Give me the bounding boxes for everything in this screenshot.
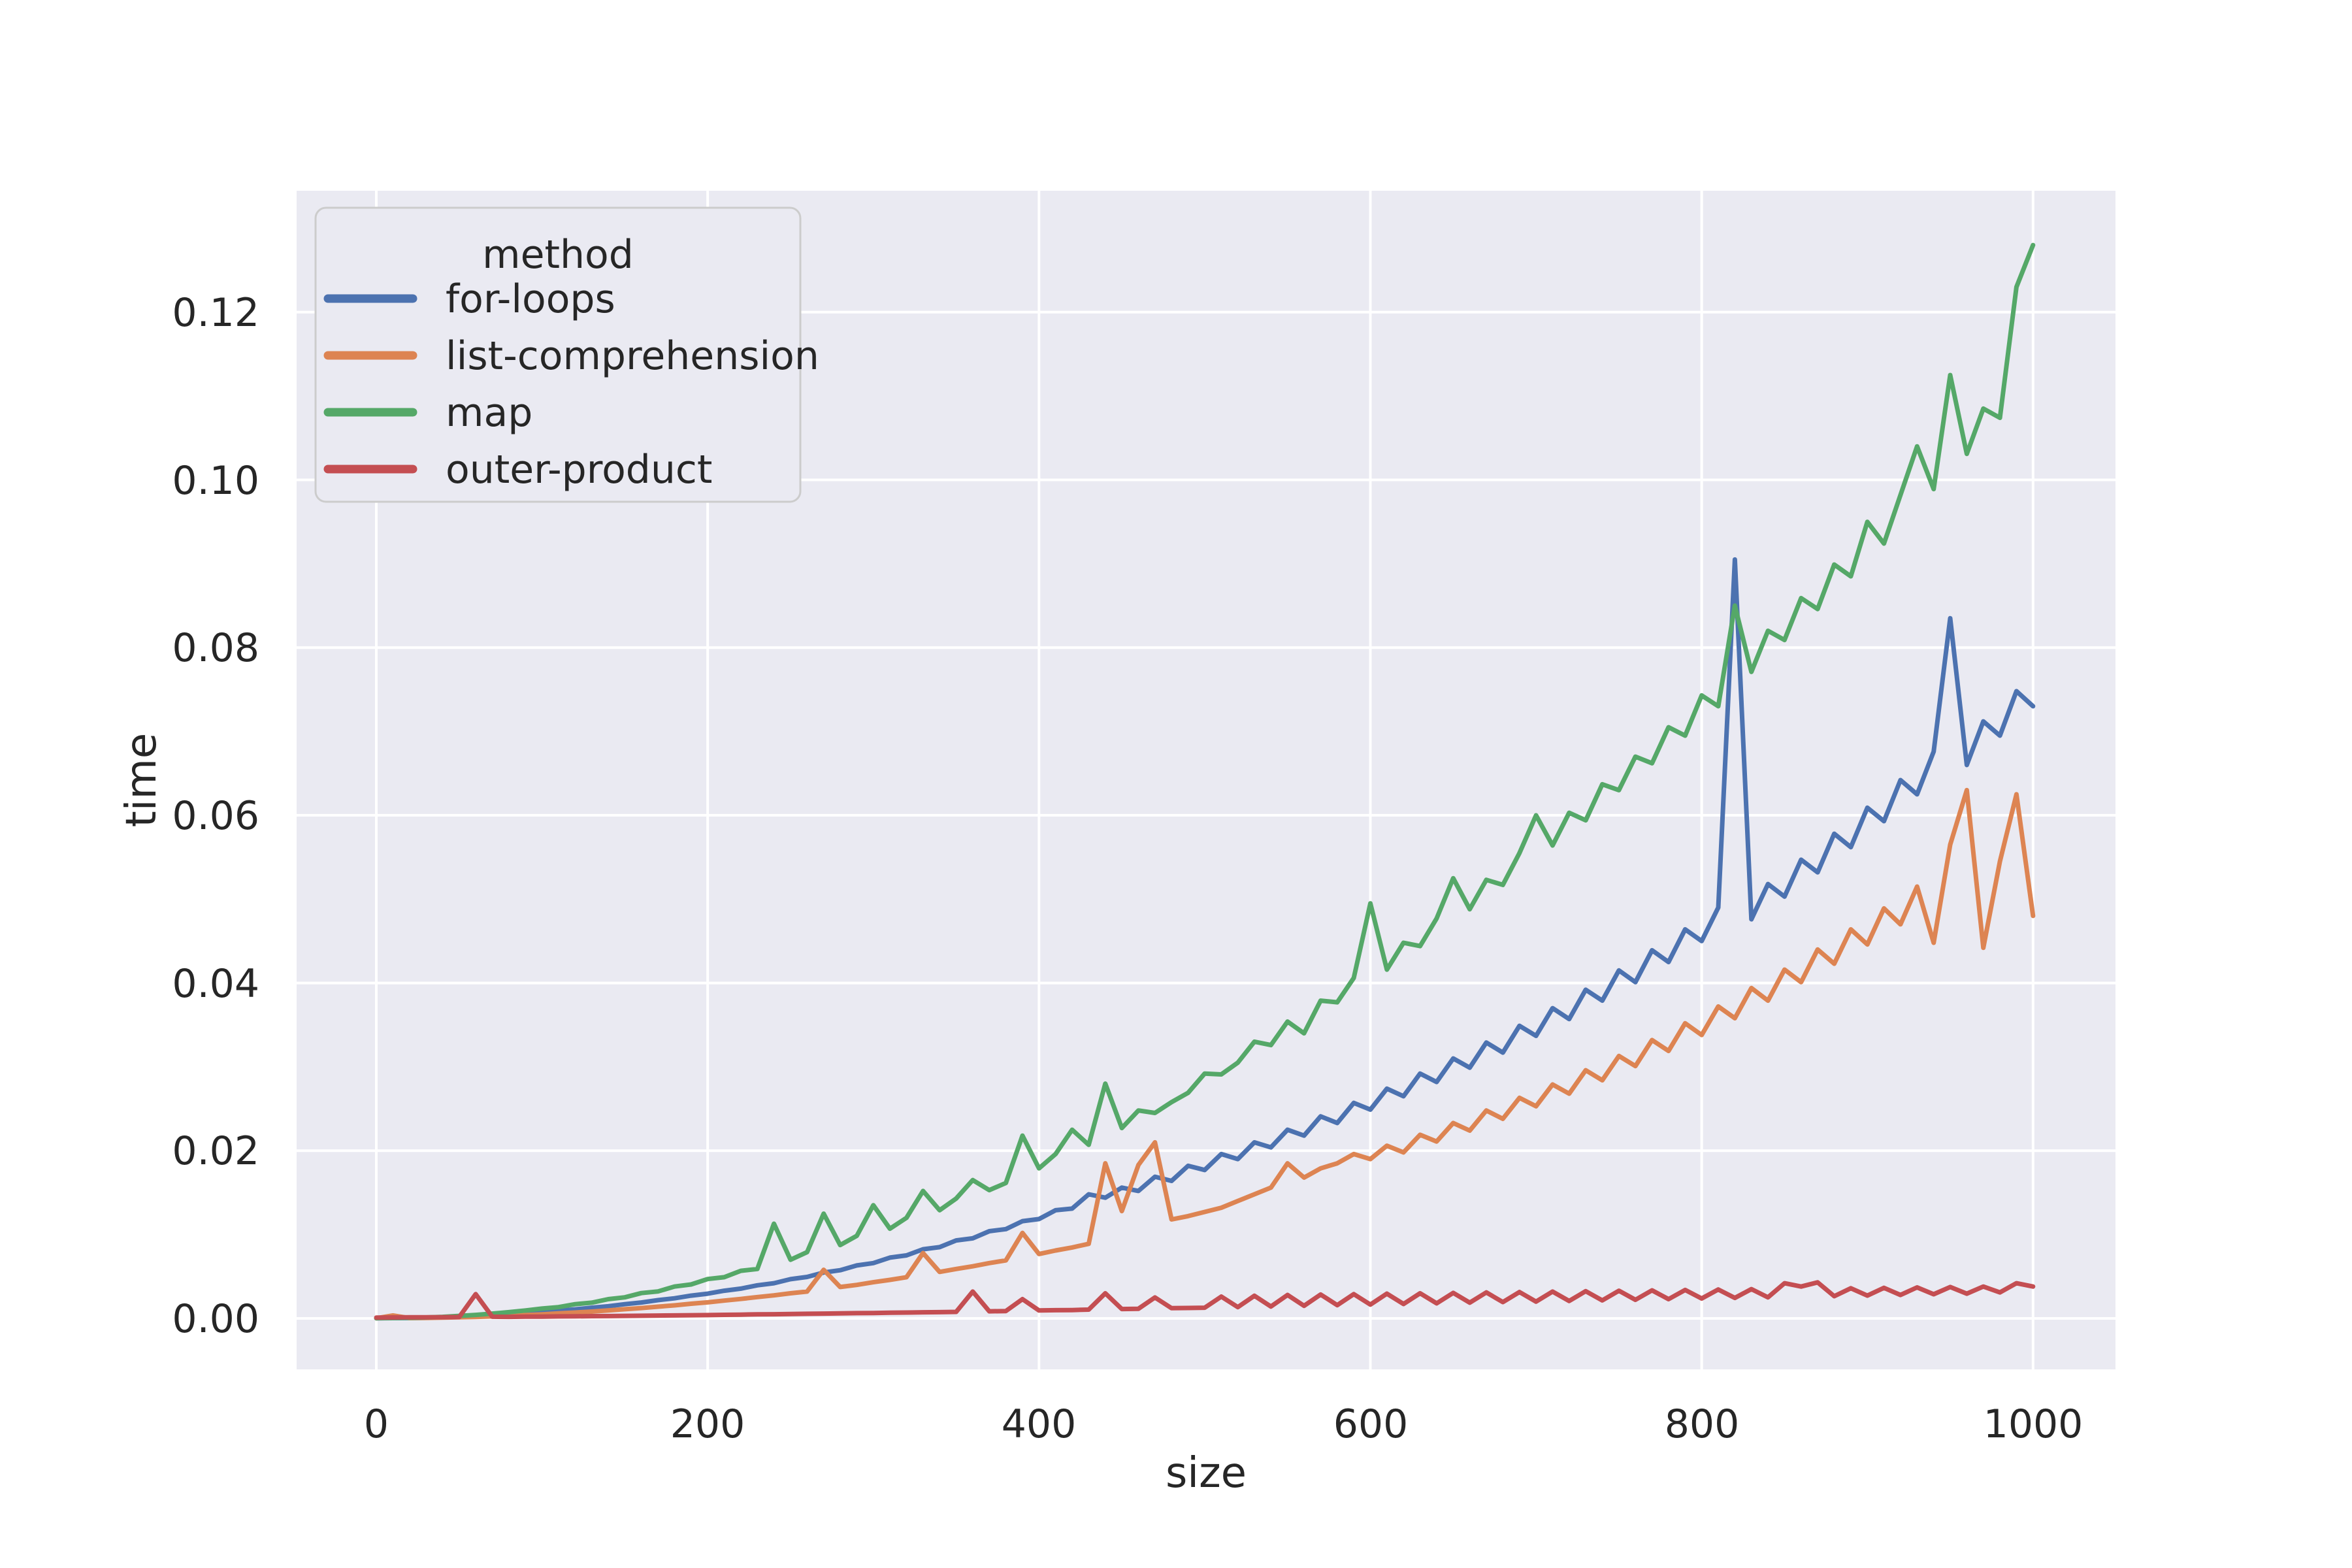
data-series [374,242,2036,1321]
x-axis-tick-labels: 0 200 400 600 800 1000 [364,1401,2083,1447]
legend: method for-loops list-comprehension map … [314,206,819,503]
y-axis-label: time [118,733,166,828]
legend-title: method [482,232,634,278]
y-tick-0.08: 0.08 [172,625,259,671]
series-line-outer-product [374,1280,2036,1320]
legend-label-for-loops: for-loops [446,276,615,322]
x-tick-600: 600 [1333,1401,1409,1447]
y-tick-0.06: 0.06 [172,793,259,839]
series-line-map [374,242,2036,1321]
series-line-for-loops [374,557,2036,1321]
legend-box [314,206,802,503]
x-tick-400: 400 [1002,1401,1077,1447]
y-axis-tick-labels: 0.00 0.02 0.04 0.06 0.08 0.10 0.12 [172,290,259,1342]
y-tick-0.04: 0.04 [172,961,259,1007]
x-tick-1000: 1000 [1984,1401,2083,1447]
x-axis-label: size [1166,1449,1247,1497]
grid-lines [297,191,2115,1369]
x-tick-200: 200 [670,1401,745,1447]
legend-label-map: map [446,390,532,436]
series-line-list-comprehension [374,787,2036,1321]
legend-label-list-comprehension: list-comprehension [446,333,819,379]
x-tick-0: 0 [364,1401,389,1447]
y-tick-0.00: 0.00 [172,1296,259,1342]
y-tick-0.12: 0.12 [172,290,259,336]
y-tick-0.02: 0.02 [172,1128,259,1174]
y-tick-0.10: 0.10 [172,458,259,504]
x-tick-800: 800 [1665,1401,1740,1447]
legend-label-outer-product: outer-product [446,447,712,493]
